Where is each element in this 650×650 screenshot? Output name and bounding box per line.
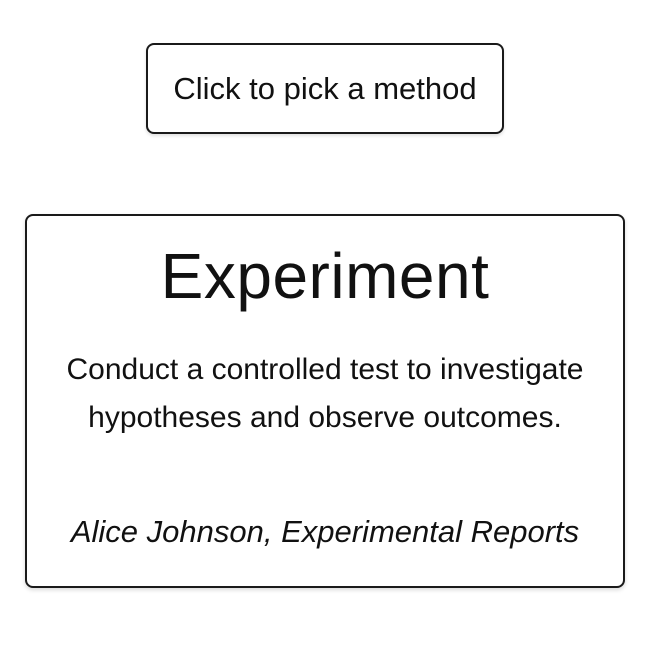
- method-description: Conduct a controlled test to investigate…: [66, 353, 584, 434]
- method-card: Experiment Conduct a controlled test to …: [25, 214, 625, 588]
- method-title: Experiment: [160, 240, 490, 312]
- method-citation: Alice Johnson, Experimental Reports: [70, 514, 580, 549]
- pick-method-button[interactable]: Click to pick a method: [146, 43, 504, 134]
